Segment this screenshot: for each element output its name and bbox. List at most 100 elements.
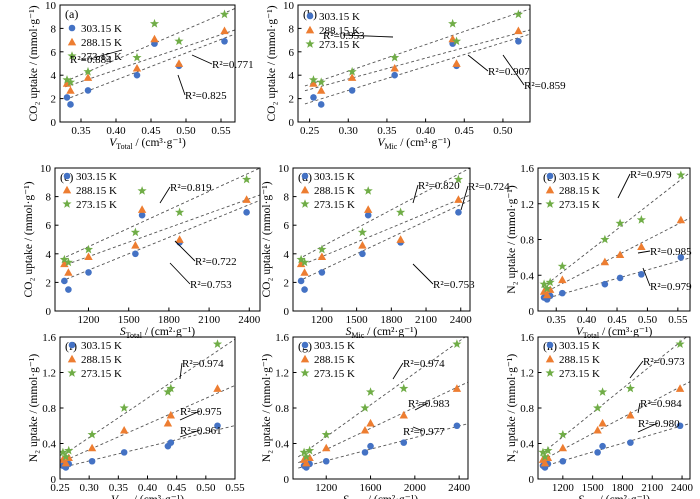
data-point-30315 bbox=[120, 449, 128, 456]
legend-label: 303.15 K bbox=[319, 11, 360, 23]
fit-lines bbox=[542, 172, 690, 300]
data-point-27315 bbox=[676, 170, 686, 180]
data-points bbox=[60, 339, 223, 471]
x-tick-label: 1200 bbox=[311, 314, 334, 326]
legend-label: 273.15 K bbox=[314, 199, 355, 211]
data-point-30315 bbox=[391, 71, 398, 79]
data-point-30315 bbox=[348, 87, 356, 94]
y-tick-label: 0.8 bbox=[520, 403, 534, 415]
legend-label: 273.15 K bbox=[314, 368, 355, 380]
r2-annotation: R²=0.983 bbox=[408, 398, 450, 410]
legend-label: 273.15 K bbox=[81, 368, 122, 380]
data-point-28815 bbox=[396, 235, 405, 243]
data-point-27315 bbox=[137, 186, 147, 195]
r2-annotation: R²=0.977 bbox=[403, 426, 445, 438]
data-point-28815 bbox=[600, 257, 610, 266]
data-point-28815 bbox=[322, 443, 331, 452]
data-point-27315 bbox=[321, 429, 331, 439]
x-tick-label: 2400 bbox=[238, 314, 261, 326]
data-point-30315 bbox=[515, 37, 522, 45]
x-tick-label: 0.50 bbox=[196, 482, 216, 494]
data-point-30315 bbox=[677, 254, 685, 261]
legend-label: 288.15 K bbox=[314, 354, 355, 366]
plot-frame bbox=[297, 4, 531, 123]
data-point-30315 bbox=[400, 439, 408, 446]
x-tick-label: 0.35 bbox=[377, 125, 397, 137]
data-point-28815 bbox=[399, 410, 408, 419]
x-tick-label: 0.25 bbox=[300, 125, 320, 137]
annotation-arrow bbox=[502, 54, 525, 86]
data-point-27315 bbox=[242, 174, 252, 184]
fit-line-30315 bbox=[304, 33, 530, 105]
r2-annotation: R²=0.975 bbox=[180, 406, 222, 418]
x-tick-label: 1800 bbox=[158, 314, 181, 326]
annotation-arrow bbox=[637, 402, 641, 414]
y-axis-label: N₂ uptake / (mmol·g⁻¹) bbox=[28, 354, 40, 463]
data-point-27315 bbox=[212, 339, 223, 348]
data-point-28815 bbox=[119, 425, 129, 434]
data-point-27315 bbox=[545, 277, 555, 287]
data-point-30315 bbox=[318, 269, 326, 276]
legend-marker bbox=[300, 354, 310, 363]
legend-marker bbox=[545, 185, 555, 194]
data-point-27315 bbox=[166, 383, 176, 393]
data-point-27315 bbox=[453, 174, 463, 184]
data-point-30315 bbox=[317, 101, 325, 108]
data-point-27315 bbox=[360, 403, 370, 412]
y-tick-label: 8 bbox=[289, 23, 295, 35]
y-tick-label: 1.6 bbox=[275, 332, 289, 344]
x-tick-label: 1200 bbox=[315, 482, 338, 494]
fit-line-28815 bbox=[542, 217, 690, 295]
data-point-28815 bbox=[558, 443, 568, 452]
data-point-27315 bbox=[316, 77, 326, 87]
annotation-arrow bbox=[392, 362, 404, 380]
data-point-28815 bbox=[363, 205, 373, 213]
r2-annotation: R²=0.961 bbox=[180, 425, 222, 437]
data-point-27315 bbox=[60, 447, 68, 457]
annotation-arrow bbox=[617, 173, 631, 199]
y-tick-label: 0 bbox=[51, 117, 57, 129]
annotation-arrow bbox=[191, 54, 213, 65]
x-tick-label: 0.30 bbox=[80, 482, 100, 494]
data-point-27315 bbox=[347, 66, 357, 76]
data-point-28815 bbox=[166, 410, 176, 419]
r2-annotation: R²=0.820 bbox=[418, 180, 460, 192]
y-tick-label: 10 bbox=[45, 0, 57, 12]
data-point-30315 bbox=[359, 250, 366, 258]
fit-line-27315 bbox=[304, 8, 530, 87]
y-tick-label: 1.2 bbox=[275, 368, 289, 380]
data-points bbox=[59, 174, 252, 293]
data-point-27315 bbox=[598, 387, 608, 396]
data-point-28815 bbox=[452, 59, 461, 67]
data-point-28815 bbox=[220, 26, 229, 35]
x-tick-label: 0.40 bbox=[416, 125, 436, 137]
data-point-30315 bbox=[601, 280, 609, 288]
x-tick-label: 0.45 bbox=[455, 125, 475, 137]
x-tick-label: 2400 bbox=[448, 482, 471, 494]
data-point-30315 bbox=[214, 422, 221, 430]
annotation-arrow bbox=[460, 185, 469, 211]
y-axis-label: N₂ uptake / (mmol·g⁻¹) bbox=[506, 354, 518, 463]
y-tick-label: 1.2 bbox=[42, 368, 56, 380]
x-tick-label: 2100 bbox=[415, 314, 438, 326]
data-point-30315 bbox=[63, 94, 71, 101]
r2-annotation: R²=0.953 bbox=[323, 30, 365, 42]
x-tick-label: 0.50 bbox=[493, 125, 513, 137]
x-axis-label: VMic / (cm³·g⁻¹) bbox=[377, 137, 450, 151]
data-point-28815 bbox=[87, 443, 97, 452]
data-point-30315 bbox=[599, 442, 606, 450]
data-point-28815 bbox=[675, 384, 685, 392]
y-axis-label: CO₂ uptake / (mmol·g⁻¹) bbox=[23, 181, 35, 297]
data-point-30315 bbox=[364, 211, 372, 219]
panel-f: 0.25 0.30 0.35 0.40 0.45 0.50 0.55 0 0.4 0.8 1.2 1.… bbox=[28, 332, 245, 499]
data-point-27315 bbox=[61, 452, 71, 461]
data-point-30315 bbox=[85, 269, 92, 276]
data-point-30315 bbox=[594, 449, 601, 456]
x-axis-label: VTotal / (cm³·g⁻¹) bbox=[576, 326, 653, 340]
plot-frame bbox=[59, 4, 236, 123]
legend-label: 273.15 K bbox=[76, 199, 117, 211]
y-axis-label: CO₂ uptake / (mmol·g⁻¹) bbox=[266, 5, 278, 121]
x-tick-label: 2400 bbox=[671, 482, 694, 494]
panel-h: 1200 1500 1800 2100 2400 0 0.4 0.8 1.2 1.6 SMic / … bbox=[506, 332, 694, 499]
annotation-arrow bbox=[179, 410, 201, 421]
